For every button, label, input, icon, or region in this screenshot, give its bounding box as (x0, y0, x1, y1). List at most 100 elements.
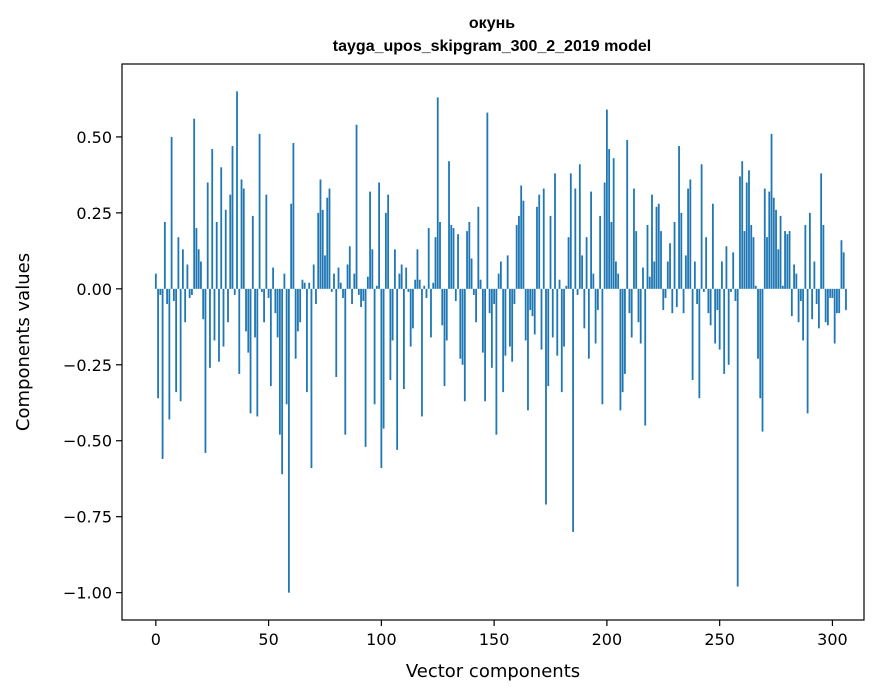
bar (700, 164, 703, 289)
bar (200, 261, 202, 289)
bar (441, 288, 444, 326)
bar (172, 288, 175, 301)
bar (294, 288, 297, 359)
bar (529, 288, 532, 311)
bar (635, 231, 638, 289)
bar (693, 261, 696, 289)
y-tick-label: −0.25 (63, 356, 112, 375)
bar (795, 273, 798, 289)
bar (793, 264, 795, 289)
bar (675, 288, 678, 308)
bar (430, 288, 432, 338)
bar (705, 237, 708, 289)
bar (578, 164, 581, 289)
chart-subtitle: tayga_upos_skipgram_300_2_2019 model (333, 38, 651, 55)
bar (657, 203, 660, 289)
bar (594, 288, 597, 344)
bar (639, 288, 642, 344)
bar (619, 288, 622, 411)
bar (421, 288, 423, 417)
bar (581, 255, 583, 289)
bar (387, 194, 390, 289)
bar (466, 231, 468, 289)
bar (660, 231, 662, 289)
bar (269, 288, 272, 387)
bar (414, 279, 417, 289)
bar (499, 261, 502, 289)
bar (671, 288, 674, 314)
bar (256, 288, 259, 417)
bar (439, 221, 441, 289)
bar (328, 188, 331, 289)
bar (554, 173, 556, 289)
bar (504, 288, 507, 356)
x-tick-label: 250 (704, 630, 735, 649)
bar (840, 240, 843, 289)
bar (238, 288, 241, 374)
bar (599, 215, 602, 289)
bar (398, 273, 401, 289)
bar (335, 288, 338, 377)
bar (680, 212, 683, 289)
bar (342, 288, 344, 298)
bar (191, 288, 193, 295)
bar (587, 288, 590, 359)
bar (556, 288, 559, 356)
bar (220, 167, 223, 289)
bar (572, 288, 574, 532)
bar (574, 188, 577, 289)
bar (418, 279, 421, 289)
bar (380, 288, 383, 469)
bar (739, 176, 741, 289)
bar (170, 136, 173, 289)
bar (188, 288, 191, 298)
bar (788, 231, 791, 289)
bar (416, 249, 419, 289)
bar (292, 142, 295, 289)
bar (538, 194, 541, 289)
bar (454, 288, 457, 301)
bar (285, 288, 288, 405)
bar (181, 249, 184, 289)
bar (565, 285, 568, 289)
bar (691, 288, 694, 380)
bar (233, 288, 236, 295)
bar (585, 237, 588, 289)
bar (409, 288, 412, 347)
bar (536, 206, 538, 289)
bar (405, 267, 408, 289)
bar (407, 288, 410, 292)
bar (240, 179, 243, 289)
bar (808, 212, 811, 289)
bar (655, 206, 658, 289)
bar (197, 249, 200, 289)
bar (768, 191, 771, 289)
bar (831, 288, 834, 298)
bar (168, 288, 171, 420)
bar (775, 209, 777, 289)
bar (757, 288, 759, 359)
bar (222, 288, 225, 347)
bar (312, 264, 315, 289)
bar (299, 288, 302, 323)
bar (427, 228, 430, 289)
bar (472, 288, 475, 295)
bar (682, 288, 685, 314)
bar (463, 288, 466, 402)
bar (283, 273, 286, 289)
bar (497, 273, 500, 289)
bar (213, 288, 216, 341)
bar (730, 288, 732, 292)
bar (445, 288, 448, 341)
bar (653, 261, 656, 289)
bar (545, 288, 547, 505)
bar (567, 237, 570, 289)
bar (206, 182, 209, 289)
bar (227, 288, 229, 323)
bar (481, 288, 484, 353)
bar (163, 221, 166, 289)
bar (612, 158, 615, 289)
bar (811, 288, 814, 320)
bar (601, 288, 604, 405)
bar (563, 288, 565, 347)
